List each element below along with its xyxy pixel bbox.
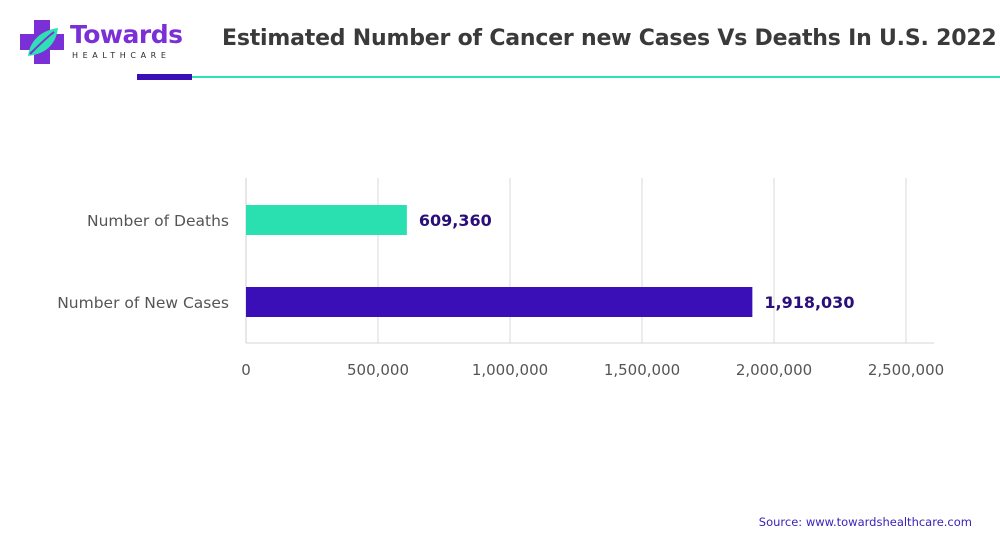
category-label: Number of Deaths [87, 212, 229, 230]
source-note: Source: www.towardshealthcare.com [758, 515, 972, 529]
bar [246, 287, 753, 317]
x-tick-label: 2,000,000 [736, 361, 812, 379]
x-tick-label: 1,000,000 [472, 361, 548, 379]
data-label: 1,918,030 [764, 293, 854, 312]
category-label: Number of New Cases [57, 294, 229, 312]
bar [246, 205, 407, 235]
brand-logo: Towards HEALTHCARE [18, 16, 183, 66]
x-tick-label: 2,500,000 [868, 361, 944, 379]
brand-name: Towards [70, 20, 183, 49]
x-tick-label: 1,500,000 [604, 361, 680, 379]
x-tick-label: 0 [241, 361, 251, 379]
header-accent-bar [137, 74, 192, 80]
brand-tagline: HEALTHCARE [72, 51, 171, 60]
x-tick-label: 500,000 [347, 361, 409, 379]
chart-title: Estimated Number of Cancer new Cases Vs … [222, 26, 997, 51]
header-divider [192, 76, 1000, 78]
data-label: 609,360 [419, 211, 492, 230]
medical-cross-leaf-icon [20, 20, 64, 64]
